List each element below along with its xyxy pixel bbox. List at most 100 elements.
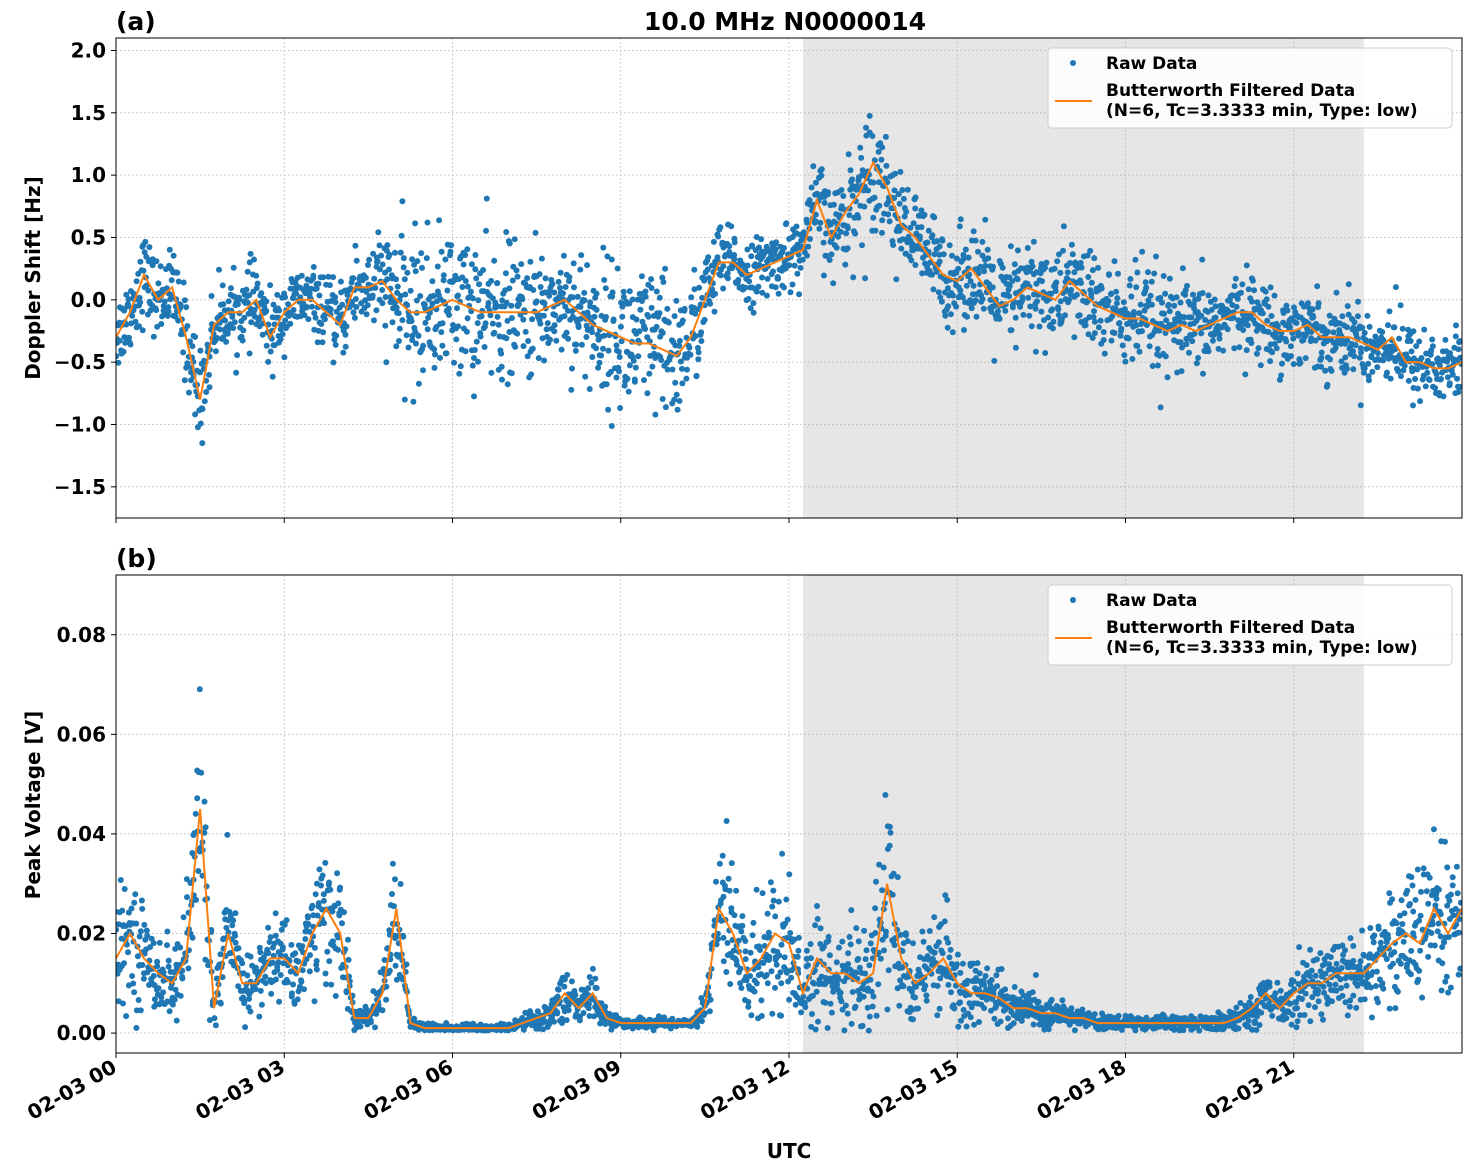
raw-data-point (1091, 255, 1098, 262)
raw-data-point (1309, 994, 1316, 1001)
raw-data-point (198, 769, 205, 776)
raw-data-point (918, 207, 925, 214)
raw-data-point (1165, 301, 1172, 308)
raw-data-point (262, 973, 269, 980)
raw-data-point (1032, 305, 1039, 312)
raw-data-point (1025, 294, 1032, 301)
raw-data-point (1036, 323, 1043, 330)
raw-data-point (565, 1007, 572, 1014)
raw-data-point (330, 274, 337, 281)
raw-data-point (688, 294, 695, 301)
raw-data-point (781, 954, 788, 961)
raw-data-point (626, 362, 633, 369)
raw-data-point (134, 953, 141, 960)
raw-data-point (384, 276, 391, 283)
raw-data-point (1249, 277, 1256, 284)
raw-data-point (789, 281, 796, 288)
raw-data-point (519, 296, 526, 303)
raw-data-point (699, 294, 706, 301)
raw-data-point (748, 1012, 755, 1019)
raw-data-point (1333, 289, 1340, 296)
raw-data-point (1002, 307, 1009, 314)
raw-data-point (384, 242, 391, 249)
raw-data-point (1215, 345, 1222, 352)
raw-data-point (464, 283, 471, 290)
raw-data-point (1365, 360, 1372, 367)
raw-data-point (515, 301, 522, 307)
raw-data-point (1440, 393, 1447, 400)
raw-data-point (455, 292, 461, 299)
raw-data-point (891, 942, 898, 949)
raw-data-point (418, 250, 425, 257)
raw-data-point (572, 347, 579, 354)
raw-data-point (208, 927, 215, 933)
raw-data-point (172, 945, 179, 952)
raw-data-point (123, 291, 130, 298)
raw-data-point (830, 201, 837, 208)
raw-data-point (1429, 361, 1436, 368)
raw-data-point (285, 301, 292, 308)
raw-data-point (889, 891, 896, 898)
raw-data-point (910, 220, 917, 227)
raw-data-point (942, 892, 949, 899)
raw-data-point (393, 304, 400, 311)
raw-data-point (399, 198, 406, 205)
raw-data-point (549, 281, 556, 287)
raw-data-point (979, 238, 986, 245)
raw-data-point (1269, 1012, 1276, 1019)
raw-data-point (857, 144, 864, 151)
raw-data-point (694, 1023, 701, 1030)
raw-data-point (1181, 314, 1188, 321)
raw-data-point (217, 326, 223, 333)
raw-data-point (1264, 317, 1271, 324)
raw-data-point (139, 327, 146, 334)
raw-data-point (234, 352, 241, 359)
raw-data-point (512, 343, 519, 350)
raw-data-point (762, 248, 769, 255)
raw-data-point (381, 957, 388, 963)
raw-data-point (1289, 1012, 1296, 1018)
raw-data-point (223, 338, 230, 345)
raw-data-point (1220, 347, 1227, 354)
raw-data-point (900, 195, 907, 202)
raw-data-point (415, 380, 422, 387)
raw-data-point (856, 964, 863, 971)
raw-data-point (1436, 362, 1443, 369)
raw-data-point (541, 300, 548, 307)
raw-data-point (603, 314, 609, 320)
raw-data-point (432, 351, 438, 358)
y-tick-label: −1.5 (54, 475, 106, 499)
raw-data-point (1245, 286, 1252, 293)
raw-data-point (601, 332, 608, 339)
raw-data-point (1396, 335, 1403, 342)
raw-data-point (791, 936, 798, 943)
raw-data-point (649, 363, 656, 370)
raw-data-point (635, 353, 642, 360)
raw-data-point (840, 193, 847, 199)
raw-data-series (116, 112, 1462, 447)
raw-data-point (910, 1016, 916, 1023)
raw-data-point (701, 1010, 708, 1017)
raw-data-point (282, 317, 289, 324)
raw-data-point (1257, 362, 1264, 369)
raw-data-point (559, 1020, 565, 1026)
raw-data-point (326, 879, 332, 886)
raw-data-point (375, 229, 382, 236)
raw-data-point (242, 1024, 249, 1031)
raw-data-point (132, 891, 139, 898)
raw-data-point (802, 1004, 809, 1011)
raw-data-point (570, 260, 577, 267)
raw-data-point (150, 333, 157, 340)
raw-data-point (1310, 314, 1317, 321)
raw-data-point (1245, 1017, 1252, 1024)
raw-data-point (116, 353, 120, 360)
raw-data-point (212, 1022, 219, 1029)
raw-data-point (304, 913, 311, 920)
raw-data-point (232, 932, 239, 939)
raw-data-point (957, 287, 964, 294)
raw-data-point (147, 307, 154, 314)
raw-data-point (859, 167, 866, 174)
raw-data-point (272, 910, 279, 917)
raw-data-point (839, 1006, 846, 1013)
raw-data-point (1132, 256, 1139, 263)
